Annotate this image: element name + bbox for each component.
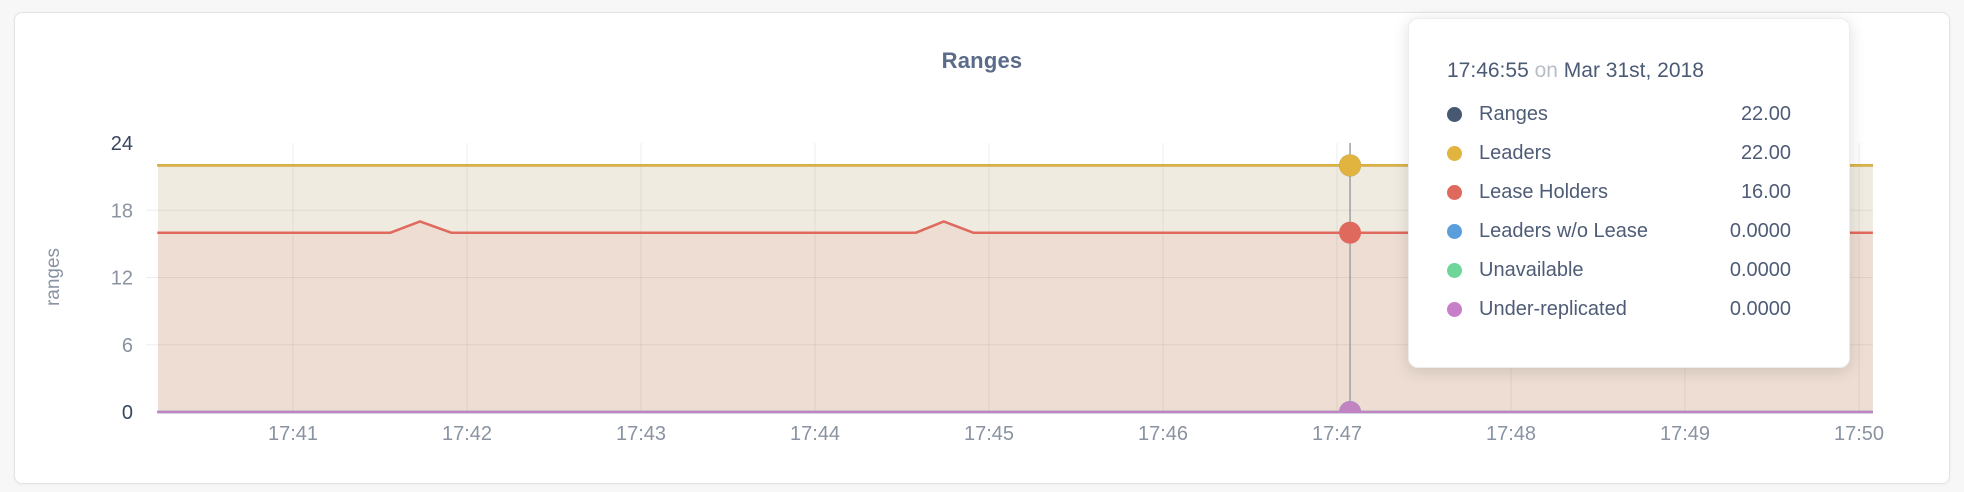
series-value: 0.0000: [1729, 259, 1791, 281]
tooltip-time: 17:46:55: [1447, 59, 1529, 82]
series-dot-icon: [1447, 146, 1462, 161]
series-dot-icon: [1447, 263, 1462, 278]
svg-text:17:47: 17:47: [1312, 423, 1362, 445]
series-label: Leaders: [1479, 142, 1552, 164]
series-value: 22.00: [1740, 142, 1791, 164]
series-label: Unavailable: [1479, 259, 1584, 281]
svg-text:17:50: 17:50: [1834, 423, 1884, 445]
svg-text:6: 6: [122, 335, 133, 357]
hover-tooltip: 17:46:55 on Mar 31st, 2018 Ranges 22.00 Le…: [1408, 18, 1850, 368]
svg-text:17:41: 17:41: [268, 423, 318, 445]
tooltip-row: Unavailable 0.0000: [1447, 251, 1791, 290]
tooltip-row: Under-replicated 0.0000: [1447, 290, 1791, 329]
series-value: 0.0000: [1729, 298, 1791, 320]
series-dot-icon: [1447, 224, 1462, 239]
svg-text:18: 18: [111, 200, 133, 222]
chart-title: Ranges: [941, 48, 1023, 73]
series-label: Lease Holders: [1479, 181, 1608, 203]
tooltip-date: Mar 31st, 2018: [1563, 59, 1704, 82]
svg-text:24: 24: [111, 133, 133, 155]
series-dot-icon: [1447, 107, 1462, 122]
tooltip-row: Ranges 22.00: [1447, 95, 1791, 134]
svg-text:17:46: 17:46: [1138, 423, 1188, 445]
x-axis-labels: 17:41 17:42 17:43 17:44 17:45 17:46 17:47 17:48…: [268, 423, 1884, 445]
svg-text:12: 12: [111, 268, 133, 290]
tooltip-row: Lease Holders 16.00: [1447, 173, 1791, 212]
y-axis-title: ranges: [43, 248, 64, 306]
series-label: Ranges: [1479, 103, 1548, 125]
svg-text:17:48: 17:48: [1486, 423, 1536, 445]
svg-text:0: 0: [122, 402, 133, 424]
series-dot-icon: [1447, 185, 1462, 200]
series-value: 22.00: [1740, 103, 1791, 125]
tooltip-legend: Ranges 22.00 Leaders 22.00 Lease Holders 16.0…: [1447, 95, 1791, 329]
tooltip-row: Leaders 22.00: [1447, 134, 1791, 173]
series-label: Under-replicated: [1479, 298, 1627, 320]
svg-text:17:43: 17:43: [616, 423, 666, 445]
y-axis-labels: 0 6 12 18 24: [111, 133, 133, 424]
tooltip-row: Leaders w/o Lease 0.0000: [1447, 212, 1791, 251]
svg-text:17:42: 17:42: [442, 423, 492, 445]
series-label: Leaders w/o Lease: [1479, 220, 1649, 242]
series-value: 16.00: [1740, 181, 1791, 203]
hover-dots: [1339, 154, 1362, 412]
series-dot-icon: [1447, 302, 1462, 317]
tooltip-conjunction: on: [1534, 59, 1558, 82]
series-value: 0.0000: [1729, 220, 1791, 242]
svg-text:17:45: 17:45: [964, 423, 1014, 445]
svg-text:17:49: 17:49: [1660, 423, 1710, 445]
svg-text:17:44: 17:44: [790, 423, 840, 445]
tooltip-timestamp: 17:46:55 on Mar 31st, 2018: [1447, 59, 1791, 83]
